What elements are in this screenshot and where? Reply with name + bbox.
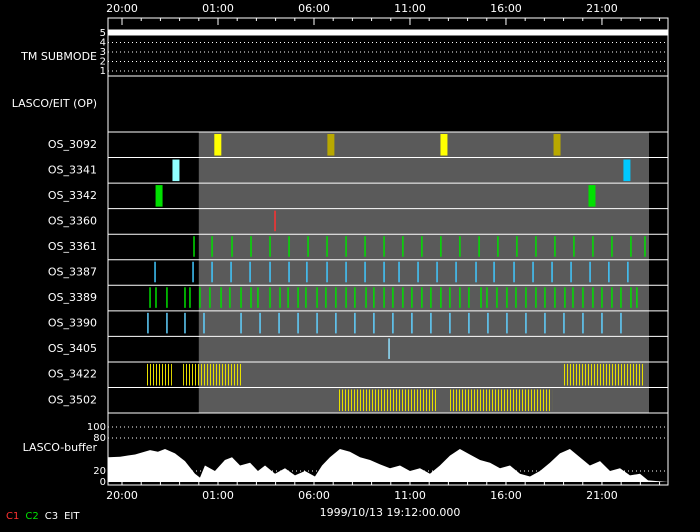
legend-entry: C1	[6, 511, 19, 522]
x-tick-label: 11:00	[394, 2, 426, 15]
row-label: OS_3360	[48, 214, 97, 227]
event-bar	[440, 134, 448, 156]
legend-entry: EIT	[64, 511, 80, 522]
x-tick-label: 21:00	[586, 2, 618, 15]
event-burst	[562, 363, 645, 386]
buffer-area	[108, 449, 668, 482]
event-bar	[214, 134, 222, 156]
row-label: OS_3092	[48, 138, 97, 151]
row-label: OS_3390	[48, 317, 97, 330]
x-tick-label: 20:00	[106, 489, 138, 502]
event-bar	[155, 185, 163, 207]
submode-level	[108, 30, 668, 36]
event-burst	[448, 389, 553, 412]
row-label: OS_3422	[48, 368, 97, 381]
row-label: LASCO-buffer	[23, 441, 98, 454]
row-label: OS_3389	[48, 291, 97, 304]
event-burst	[145, 363, 172, 386]
x-tick-label: 06:00	[298, 2, 330, 15]
event-bar	[553, 134, 561, 156]
y-tick-label: 100	[87, 422, 106, 433]
row-label: OS_3502	[48, 393, 97, 406]
timestamp: 1999/10/13 19:12:00.000	[320, 506, 461, 519]
legend-entry: C2	[25, 511, 38, 522]
event-burst	[183, 363, 197, 386]
x-tick-label: 16:00	[490, 2, 522, 15]
legend-entry: C3	[45, 511, 58, 522]
event-bar	[623, 159, 631, 182]
y-tick-label: 4	[100, 38, 106, 49]
x-tick-label: 01:00	[202, 489, 234, 502]
event-bar	[327, 134, 335, 156]
plot-frame	[107, 17, 669, 486]
x-tick-label: 20:00	[106, 2, 138, 15]
y-tick-label: 2	[100, 57, 106, 68]
row-label: OS_3342	[48, 189, 97, 202]
x-tick-label: 16:00	[490, 489, 522, 502]
y-tick-label: 80	[93, 433, 106, 444]
x-tick-label: 21:00	[586, 489, 618, 502]
x-tick-label: 06:00	[298, 489, 330, 502]
event-bar	[172, 159, 180, 182]
row-label: OS_3361	[48, 240, 97, 253]
event-burst	[198, 363, 242, 386]
y-tick-label: 5	[100, 28, 106, 39]
row-label: OS_3341	[48, 163, 97, 176]
row-label: TM SUBMODE	[20, 50, 97, 63]
row-label: LASCO/EIT (OP)	[12, 97, 97, 110]
x-tick-label: 01:00	[202, 2, 234, 15]
row-label: OS_3387	[48, 266, 97, 279]
x-tick-label: 11:00	[394, 489, 426, 502]
event-bar	[588, 185, 596, 207]
event-burst	[337, 389, 438, 412]
y-tick-label: 0	[100, 477, 106, 488]
y-tick-label: 20	[93, 466, 106, 477]
row-label: OS_3405	[48, 342, 97, 355]
y-tick-label: 1	[100, 66, 106, 77]
y-tick-label: 3	[100, 47, 106, 58]
